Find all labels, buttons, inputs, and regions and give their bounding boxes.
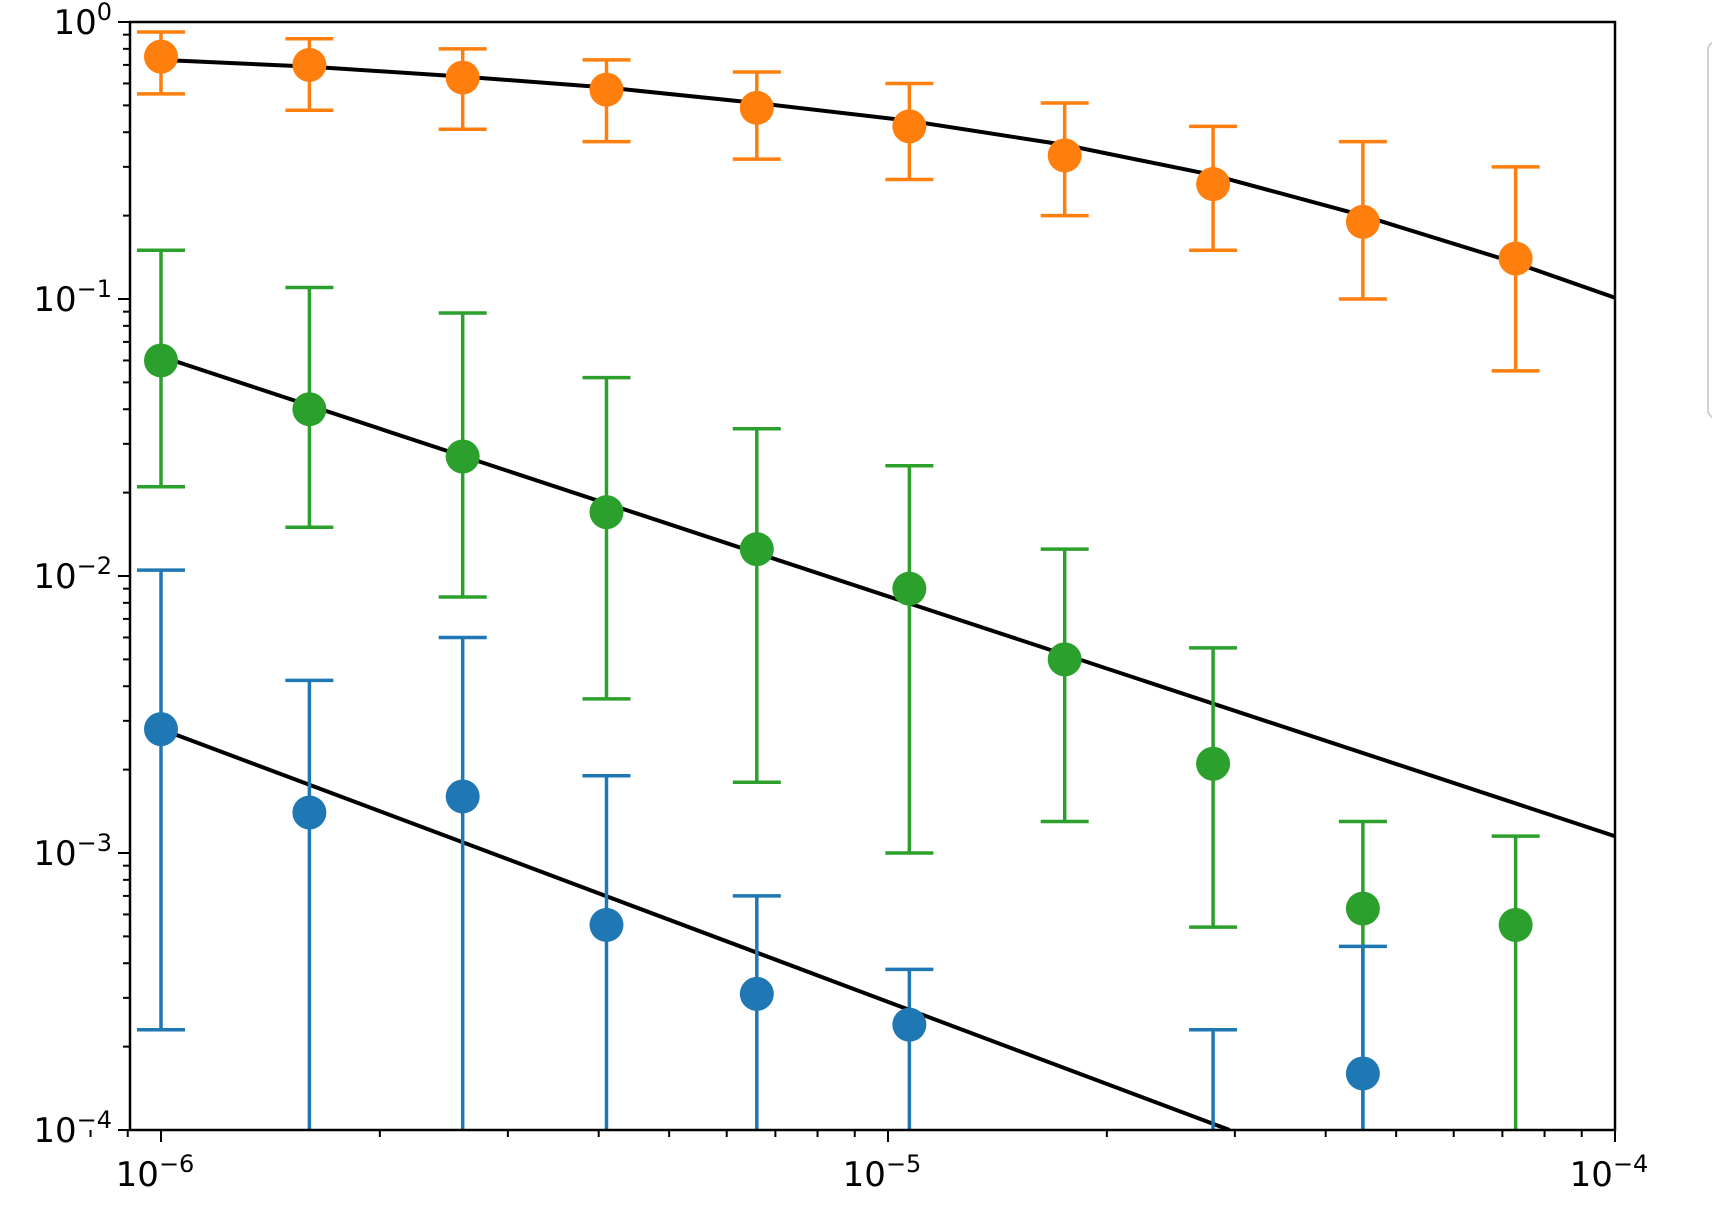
- plot-content: [137, 30, 1615, 1130]
- y-tick-label-5: 10−4: [33, 1106, 112, 1151]
- x-tick-label-2: 10−5: [843, 1150, 922, 1195]
- data-point-s1-5: [739, 90, 774, 125]
- data-point-s1-2: [292, 47, 327, 82]
- fit-line-2: [160, 354, 1615, 839]
- data-point-s3-3: [445, 779, 480, 814]
- data-point-s3-2: [292, 795, 327, 830]
- errorbar-s2-7: [1040, 547, 1089, 824]
- data-point-s3-6: [892, 1007, 927, 1042]
- y-tick-label-1: 100: [53, 0, 112, 43]
- errorbar-s3-1: [137, 568, 185, 1032]
- fit-line-3: [160, 727, 1231, 1130]
- y-tick-label-4: 10−3: [33, 829, 112, 874]
- data-point-s2-7: [1047, 642, 1082, 677]
- errorbar-s2-6: [885, 464, 934, 855]
- plot-area: 10−6 10−5 10−4 100 10−1 10−2 10−3 10−4: [33, 0, 1712, 1195]
- data-point-s1-3: [445, 60, 480, 95]
- errorbar-s3-6: [885, 967, 934, 1130]
- data-point-s3-4: [589, 907, 624, 942]
- data-point-s1-8: [1196, 167, 1231, 202]
- data-point-s2-1: [144, 343, 178, 378]
- errorbar-s2-10: [1491, 834, 1540, 1130]
- errorbar-s2-8: [1189, 646, 1238, 929]
- data-point-s2-4: [589, 495, 624, 530]
- data-point-s1-10: [1498, 241, 1533, 276]
- data-point-s1-6: [892, 109, 927, 144]
- data-point-s3-1: [144, 712, 178, 747]
- errorbar-s3-5: [732, 894, 781, 1130]
- data-point-s3-7: [1345, 1056, 1380, 1091]
- x-tick-label-3: 10−4: [1570, 1150, 1649, 1195]
- data-point-s2-8: [1196, 746, 1231, 781]
- data-point-s2-9: [1345, 891, 1380, 926]
- data-point-s2-6: [892, 571, 927, 606]
- errorbar-s3-2: [285, 678, 334, 1130]
- errorbar-s3-4: [582, 774, 631, 1130]
- data-point-s3-5: [739, 976, 774, 1011]
- errorbar-s3-7: [1338, 944, 1387, 1130]
- errorbar-s3-extra-1: [1189, 1028, 1238, 1130]
- data-point-s1-9: [1345, 204, 1380, 239]
- y-tick-label-2: 10−1: [33, 275, 112, 320]
- errorbar-s2-4: [582, 375, 631, 701]
- legend-box: [1707, 41, 1712, 419]
- x-tick-label-1: 10−6: [116, 1150, 195, 1195]
- data-point-s2-10: [1498, 907, 1533, 942]
- data-point-s2-3: [445, 439, 480, 474]
- data-point-s2-2: [292, 392, 327, 427]
- data-point-s2-5: [739, 532, 774, 567]
- errorbar-s2-5: [732, 427, 781, 785]
- data-point-s1-1: [144, 39, 178, 74]
- errorbar-s3-3: [438, 635, 487, 1130]
- data-point-s1-4: [589, 72, 624, 107]
- y-tick-label-3: 10−2: [33, 552, 112, 597]
- data-point-s1-7: [1047, 138, 1082, 173]
- axes-frame: [128, 20, 1617, 1132]
